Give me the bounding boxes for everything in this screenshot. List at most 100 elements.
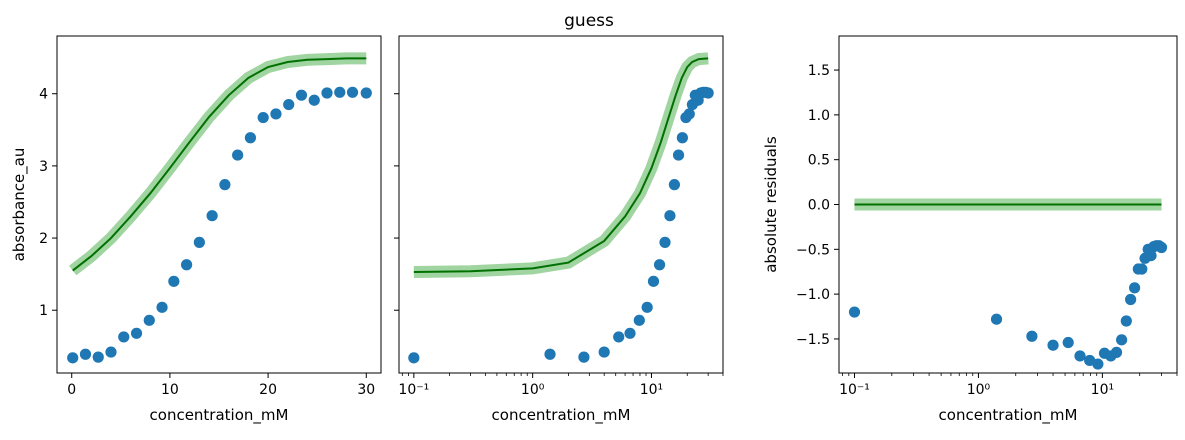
data-point [1110,346,1123,358]
y-tick: 1.0 [808,108,839,124]
x-tick-label: 10⁰ [967,382,991,398]
x-tick: 10⁻¹ [398,373,429,398]
data-point [1092,358,1104,370]
data-point [295,89,308,101]
y-tick-label: −0.5 [796,242,830,258]
data-point [1120,315,1132,327]
data-point [683,108,695,120]
data-point [219,179,231,191]
data-point [321,87,333,99]
fit-line [413,57,709,273]
y-tick: 1 [39,303,57,319]
x-tick: 10 [161,373,179,398]
data-point [633,314,645,326]
panel-absorbance-linear: 0 10 20 30 1 2 3 4 concentration_mM absorbance_au [10,35,382,425]
data-point [659,236,671,248]
data-point [156,301,168,313]
data-point [668,179,681,191]
plot-area [67,52,372,364]
data-point [118,331,130,343]
x-tick-label: 20 [259,382,277,398]
data-point [92,351,104,363]
data-point [334,86,346,98]
x-tick-label: 10¹ [640,382,663,398]
plot-area [848,198,1168,370]
data-point [598,346,610,358]
data-point [1125,293,1137,306]
data-point [1145,249,1157,262]
y-tick: 1.5 [808,63,839,79]
y-tick: 0.0 [808,198,839,214]
data-point [1155,241,1168,254]
data-point [578,351,590,363]
data-point [1116,334,1128,346]
data-point [1074,350,1086,362]
y-tick: −1.5 [796,332,839,348]
y-tick: −1.0 [796,287,839,303]
data-point [1026,330,1038,342]
data-point [360,87,372,99]
x-tick: 0 [67,373,76,398]
data-point [848,306,861,318]
y-tick-label: 2 [39,231,48,247]
y-tick-label: 1 [39,303,48,319]
data-point [990,313,1003,325]
data-point [308,94,320,106]
data-point [676,132,688,144]
y-axis-label: absolute residuals [762,136,780,273]
data-point [193,236,205,248]
y-tick-label: 0.5 [808,153,830,169]
data-point [244,132,257,144]
y-tick: 4 [39,87,57,103]
data-point [664,210,676,222]
y-tick-label: 3 [39,159,48,175]
data-point [257,111,269,124]
x-tick: 10¹ [1091,373,1114,398]
data-point [181,259,193,271]
y-tick-label: 1.5 [808,63,830,79]
data-point [130,327,143,339]
x-tick: 10⁰ [521,373,545,398]
data-point [702,87,714,99]
figure-title: guess [564,11,614,31]
axes-frame [56,35,382,374]
y-tick: 3 [39,159,57,175]
x-tick-label: 10⁻¹ [839,382,870,398]
x-axis-label: concentration_mM [150,406,289,425]
x-tick-label: 30 [357,382,375,398]
data-point [1136,263,1148,275]
y-tick: −0.5 [796,242,839,258]
data-point [346,86,359,98]
data-point [653,259,666,271]
axes-frame [398,35,724,374]
data-point [283,98,295,111]
data-point [672,149,685,161]
data-point [613,331,625,343]
y-tick-label: −1.0 [796,287,830,303]
y-tick: 2 [39,231,57,247]
x-tick-label: 10 [161,382,179,398]
x-tick: 10⁻¹ [839,373,870,398]
data-point [1129,282,1141,294]
x-tick: 10⁰ [967,373,991,398]
data-point [206,210,218,222]
y-axis-label: absorbance_au [10,148,29,262]
data-point [270,108,282,120]
data-point [79,348,92,360]
x-tick-label: 10¹ [1091,382,1114,398]
panel-residuals-log: 10⁻¹ 10⁰ 10¹ −1.5 −1.0 −0.5 0.0 0.5 1.0 1.5 concen… [762,35,1178,425]
y-tick-label: −1.5 [796,332,830,348]
x-tick: 30 [357,373,375,398]
x-tick: 10¹ [640,373,663,398]
data-point [624,327,636,339]
y-tick-label: 4 [39,87,48,103]
fit-line [72,57,367,272]
plot-area [408,52,714,364]
x-tick-label: 10⁻¹ [398,382,429,398]
x-tick: 20 [259,373,277,398]
panel-absorbance-log: 10⁻¹ 10⁰ 10¹ concentration_mM [394,35,724,425]
x-tick-label: 10⁰ [521,382,545,398]
data-point [408,352,420,364]
data-point [67,352,79,364]
